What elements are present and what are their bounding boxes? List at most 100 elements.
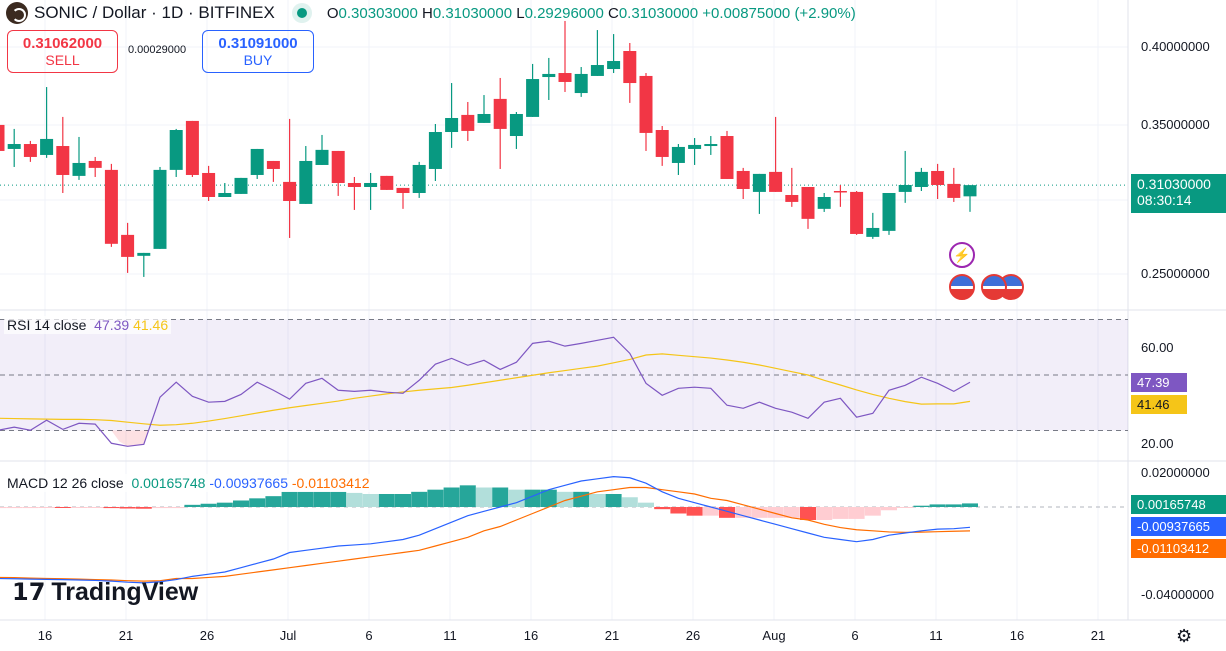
macd-histogram-bar	[605, 493, 622, 507]
macd-histogram-bar	[492, 487, 509, 507]
candle-body	[526, 79, 540, 117]
macd-histogram-bar	[0, 507, 6, 509]
candle-body	[736, 170, 750, 189]
tradingview-logo[interactable]: 𝟭𝟳 TradingView	[12, 578, 199, 606]
macd-histogram-bar	[346, 492, 363, 507]
time-axis-label: Aug	[762, 628, 786, 643]
candle-body	[542, 73, 556, 78]
candle-body	[704, 144, 718, 147]
time-axis-label: 26	[685, 628, 701, 643]
macd-histogram-bar	[719, 507, 735, 518]
rsi-legend[interactable]: RSI 14 close 47.39 41.46	[4, 316, 172, 334]
bar-countdown: 08:30:14	[1137, 192, 1192, 208]
gear-icon[interactable]: ⚙	[1176, 626, 1193, 646]
candle-body	[315, 149, 329, 165]
candle-body	[7, 144, 21, 149]
candle-body	[866, 227, 880, 237]
candle-body	[396, 187, 410, 193]
candle-body	[607, 61, 621, 70]
sonic-logo-icon	[6, 2, 28, 24]
macd-histogram-bar	[816, 507, 833, 521]
candle-body	[493, 98, 507, 129]
candle-body	[833, 190, 847, 193]
symbol-title[interactable]: SONIC / Dollar · 1D · BITFINEX	[34, 3, 275, 22]
candle-body	[137, 252, 151, 256]
candle-body	[785, 194, 799, 202]
macd-histogram-bar	[297, 491, 314, 507]
candle-body	[817, 196, 831, 209]
time-axis-label: 16	[37, 628, 53, 643]
macd-histogram-bar	[459, 485, 476, 507]
lightning-icon[interactable]: ⚡	[949, 242, 975, 268]
price-axis-label: 0.35000000	[1141, 117, 1210, 132]
candle-body	[752, 173, 766, 192]
candle-body	[412, 164, 426, 193]
candle-body	[428, 132, 442, 169]
time-axis-label: 26	[199, 628, 215, 643]
macd-hist-tag: 0.00165748	[1131, 495, 1226, 514]
rsi-ma-tag: 41.46	[1131, 395, 1187, 414]
macd-histogram-bar	[200, 503, 217, 507]
candle-body	[153, 169, 167, 249]
candle-body	[461, 114, 475, 131]
candle-body	[850, 191, 864, 234]
macd-histogram-bar	[557, 491, 573, 507]
candle-body	[558, 73, 572, 82]
time-axis-label: 6	[365, 628, 373, 643]
sell-button[interactable]: 0.31062000 SELL	[7, 30, 118, 73]
candle-body	[0, 124, 5, 151]
candle-body	[590, 65, 604, 76]
candle-body	[40, 138, 54, 155]
candle-body	[202, 172, 216, 197]
candle-body	[671, 146, 685, 163]
macd-legend[interactable]: MACD 12 26 close 0.00165748 -0.00937665 …	[4, 474, 373, 492]
macd-axis-label: -0.04000000	[1141, 587, 1215, 602]
macd-histogram-bar	[54, 507, 71, 508]
candle-body	[185, 120, 199, 175]
market-status-icon	[296, 8, 307, 18]
time-axis-label: 6	[851, 628, 859, 643]
candle-body	[331, 150, 345, 183]
macd-histogram-bar	[654, 507, 671, 510]
price-axis-label: 0.40000000	[1141, 39, 1210, 54]
candle-body	[947, 183, 961, 198]
time-axis-label: 16	[523, 628, 539, 643]
macd-histogram-bar	[216, 502, 233, 507]
us-flag-icon[interactable]	[981, 274, 1007, 300]
macd-histogram-bar	[249, 498, 266, 507]
time-axis-label: 11	[929, 628, 943, 643]
buy-button[interactable]: 0.31091000 BUY	[202, 30, 314, 73]
macd-histogram-bar	[735, 507, 752, 518]
candle-body	[104, 169, 118, 244]
spread-value: 0.00029000	[128, 44, 187, 56]
macd-histogram-bar	[103, 507, 120, 509]
macd-histogram-bar	[476, 487, 492, 507]
time-axis-label: 16	[1009, 628, 1025, 643]
macd-histogram-bar	[281, 491, 298, 507]
macd-histogram-bar	[897, 507, 914, 508]
macd-histogram-bar	[848, 507, 865, 519]
macd-histogram-bar	[184, 504, 201, 507]
macd-histogram-bar	[702, 507, 719, 516]
macd-histogram-bar	[119, 507, 136, 509]
time-axis-label: 21	[604, 628, 620, 643]
rsi-axis-label: 20.00	[1141, 436, 1174, 451]
macd-histogram-bar	[913, 505, 930, 507]
macd-histogram-bar	[800, 507, 816, 521]
macd-histogram-bar	[135, 507, 152, 509]
macd-histogram-bar	[783, 507, 800, 518]
candle-body	[56, 146, 70, 175]
time-axis-label: 11	[443, 628, 457, 643]
macd-signal-line	[0, 486, 971, 582]
macd-histogram-bar	[87, 507, 104, 508]
rsi-line	[0, 336, 971, 447]
candle-body	[914, 171, 928, 187]
macd-histogram-bar	[881, 507, 897, 511]
candle-body	[801, 186, 815, 219]
candle-body	[688, 144, 702, 149]
candle-body	[23, 144, 37, 157]
macd-histogram-bar	[22, 507, 39, 509]
us-flag-icon[interactable]	[949, 274, 975, 300]
macd-histogram-bar	[962, 503, 978, 507]
